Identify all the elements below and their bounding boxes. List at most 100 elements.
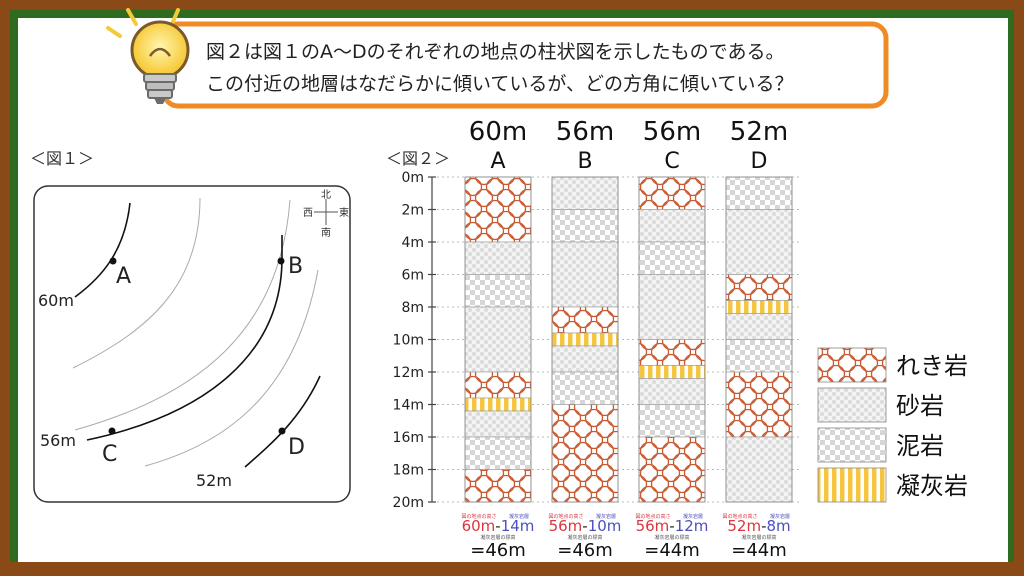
layer-sand bbox=[464, 241, 532, 275]
calc-result: =44m bbox=[644, 540, 700, 561]
fig1-map-frame bbox=[33, 185, 351, 503]
layer-sand bbox=[464, 306, 532, 373]
layer-mud bbox=[551, 371, 619, 405]
depth-tick-label: 6m bbox=[401, 268, 424, 284]
point-a bbox=[109, 257, 117, 265]
point-d bbox=[278, 427, 286, 435]
legend-swatch bbox=[817, 387, 887, 423]
layer-tuff bbox=[464, 397, 532, 412]
calc-subtrahend: 14m bbox=[501, 517, 535, 535]
contour-thin-3 bbox=[144, 269, 319, 467]
layer-mud bbox=[464, 436, 532, 470]
legend-item-tuff: 凝灰岩 bbox=[817, 467, 968, 503]
layer-sand bbox=[464, 410, 532, 438]
depth-tick-label: 10m bbox=[393, 333, 424, 349]
layer-gravel bbox=[464, 371, 532, 399]
lightbulb-icon bbox=[106, 8, 190, 104]
fig1-label: ＜図１＞ bbox=[30, 149, 94, 168]
compass-south: 南 bbox=[321, 226, 331, 239]
layer-gravel bbox=[464, 469, 532, 503]
legend-item-mud: 泥岩 bbox=[817, 427, 944, 463]
legend-item-gravel: れき岩 bbox=[817, 347, 968, 383]
point-label-a: A bbox=[116, 264, 131, 289]
calc-note-right: 凝灰岩層 bbox=[596, 513, 616, 520]
calc-subtrahend: 12m bbox=[675, 517, 709, 535]
layer-gravel bbox=[725, 371, 793, 438]
calc-note-left: 図の地点の高さ bbox=[635, 513, 670, 520]
calc-expression: 56m-10m bbox=[549, 517, 622, 535]
column-outline bbox=[464, 176, 532, 503]
calc-result: =46m bbox=[557, 540, 613, 561]
legend-item-sand: 砂岩 bbox=[817, 387, 944, 423]
calc-result: =46m bbox=[470, 540, 526, 561]
contour-label-52m: 52m bbox=[196, 471, 232, 490]
layer-mud bbox=[464, 274, 532, 308]
calc-minuend: 52m bbox=[727, 517, 761, 535]
contour-label-60m: 60m bbox=[38, 291, 74, 310]
fig2-label: ＜図２＞ bbox=[386, 149, 450, 168]
depth-tick-label: 16m bbox=[393, 430, 424, 446]
layer-sand bbox=[638, 209, 706, 243]
calc-expression: 60m-14m bbox=[462, 517, 535, 535]
depth-tick-label: 8m bbox=[401, 300, 424, 316]
calc-note-right: 凝灰岩層 bbox=[683, 513, 703, 520]
calc-result: =44m bbox=[731, 540, 787, 561]
contour-line-56m bbox=[86, 235, 283, 441]
point-label-c: C bbox=[102, 442, 117, 467]
calc-expression: 56m-12m bbox=[636, 517, 709, 535]
legend-swatch bbox=[817, 347, 887, 383]
layer-sand bbox=[725, 209, 793, 275]
layer-tuff bbox=[725, 300, 793, 314]
legend-label: 砂岩 bbox=[896, 392, 944, 420]
layer-sand bbox=[551, 176, 619, 210]
calc-note-left: 図の地点の高さ bbox=[722, 513, 757, 520]
depth-tick-label: 20m bbox=[393, 495, 424, 511]
calc-note-bottom: 凝灰岩層の標高 bbox=[741, 534, 776, 541]
layer-tuff bbox=[638, 365, 706, 379]
legend-swatch bbox=[817, 467, 887, 503]
layer-gravel bbox=[638, 176, 706, 210]
depth-tick-label: 0m bbox=[401, 170, 424, 186]
calc-note-bottom: 凝灰岩層の標高 bbox=[654, 534, 689, 541]
layer-mud bbox=[638, 404, 706, 438]
layer-mud bbox=[551, 209, 619, 243]
compass-east: 東 bbox=[339, 206, 349, 219]
column-id: D bbox=[751, 149, 768, 174]
column-elevation: 56m bbox=[556, 117, 614, 147]
depth-tick-label: 4m bbox=[401, 235, 424, 251]
depth-tick-label: 18m bbox=[393, 463, 424, 479]
point-c bbox=[108, 427, 116, 435]
calc-subtrahend: 10m bbox=[588, 517, 622, 535]
layer-mud bbox=[638, 241, 706, 275]
calc-minuend: 56m bbox=[549, 517, 583, 535]
column-elevation: 52m bbox=[730, 117, 788, 147]
calc-minuend: 60m bbox=[462, 517, 496, 535]
calc-minus: - bbox=[495, 517, 500, 535]
question-bubble: 図２は図１のA〜Dのそれぞれの地点の柱状図を示したものである。 この付近の地層は… bbox=[161, 21, 889, 109]
layer-gravel bbox=[551, 306, 619, 334]
column-id: C bbox=[664, 149, 679, 174]
question-line-2: この付近の地層はなだらかに傾いているが、どの方角に傾いている？ bbox=[206, 73, 793, 95]
calc-minus: - bbox=[582, 517, 587, 535]
depth-tick-label: 12m bbox=[393, 365, 424, 381]
layer-sand bbox=[638, 274, 706, 340]
column-id: B bbox=[577, 149, 592, 174]
compass: 北 西 東 南 bbox=[303, 189, 349, 239]
contour-label-56m: 56m bbox=[40, 431, 76, 450]
contour-thin-1 bbox=[72, 197, 201, 369]
layer-gravel bbox=[638, 339, 706, 366]
column-outline bbox=[638, 176, 706, 503]
calc-note-left: 図の地点の高さ bbox=[548, 513, 583, 520]
column-elevation: 56m bbox=[643, 117, 701, 147]
calc-expression: 52m-8m bbox=[727, 517, 790, 535]
calc-note-bottom: 凝灰岩層の標高 bbox=[567, 534, 602, 541]
layer-gravel bbox=[638, 436, 706, 503]
layer-mud bbox=[725, 176, 793, 210]
board-bottom-frame bbox=[0, 562, 1024, 576]
column-elevation: 60m bbox=[469, 117, 527, 147]
